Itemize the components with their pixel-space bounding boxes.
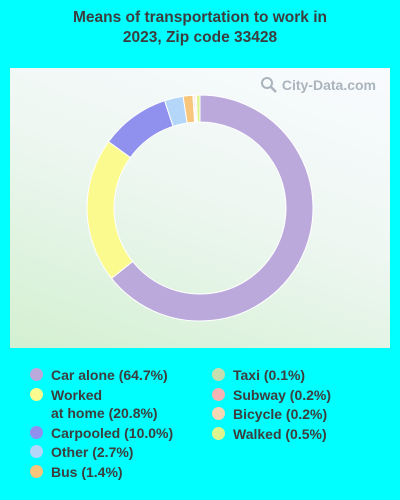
legend-label-worked-at-home: Worked at home (20.8%) bbox=[51, 386, 158, 421]
legend-item-taxi: Taxi (0.1%) bbox=[212, 366, 305, 384]
legend-item-bus: Bus (1.4%) bbox=[30, 463, 123, 481]
legend-label-carpooled: Carpooled (10.0%) bbox=[51, 424, 174, 441]
slice-worked-at-home bbox=[86, 140, 134, 279]
legend-label-subway: Subway (0.2%) bbox=[233, 386, 332, 403]
legend-label-other: Other (2.7%) bbox=[51, 444, 134, 460]
legend: Car alone (64.7%) Worked at home (20.8%) C… bbox=[0, 366, 400, 486]
legend-swatch-other bbox=[30, 445, 43, 458]
legend-swatch-bus bbox=[30, 464, 43, 478]
legend-label-bicycle: Bicycle (0.2%) bbox=[233, 406, 328, 422]
legend-swatch-worked-at-home bbox=[30, 387, 43, 401]
legend-label-taxi: Taxi (0.1%) bbox=[233, 367, 306, 383]
slice-walked bbox=[195, 94, 201, 123]
legend-swatch-bicycle bbox=[212, 407, 225, 420]
watermark-text: City-Data.com bbox=[281, 77, 376, 93]
slice-carpooled bbox=[107, 100, 174, 159]
legend-item-walked: Walked (0.5%) bbox=[212, 425, 327, 443]
legend-label-walked: Walked (0.5%) bbox=[233, 425, 327, 442]
legend-item-worked-at-home: Worked at home (20.8%) bbox=[30, 386, 158, 422]
legend-swatch-walked bbox=[212, 426, 225, 440]
legend-item-other: Other (2.7%) bbox=[30, 443, 133, 461]
donut-chart bbox=[86, 94, 314, 322]
slice-car-alone bbox=[110, 94, 314, 322]
magnifier-icon bbox=[260, 77, 277, 93]
plot-area: City-Data.com bbox=[10, 68, 390, 348]
legend-swatch-car-alone bbox=[30, 368, 43, 381]
legend-item-car-alone: Car alone (64.7%) bbox=[30, 366, 168, 384]
legend-label-car-alone: Car alone (64.7%) bbox=[51, 367, 168, 383]
legend-item-carpooled: Carpooled (10.0%) bbox=[30, 424, 173, 442]
legend-label-bus: Bus (1.4%) bbox=[51, 463, 123, 480]
chart-title-line-1: Means of transportation to work in bbox=[72, 9, 328, 26]
legend-swatch-carpooled bbox=[30, 425, 43, 439]
legend-item-subway: Subway (0.2%) bbox=[212, 386, 331, 404]
legend-swatch-taxi bbox=[212, 368, 225, 381]
chart-title: Means of transportation to work in 2023,… bbox=[0, 8, 400, 48]
legend-swatch-subway bbox=[212, 387, 225, 401]
watermark: City-Data.com bbox=[260, 76, 376, 94]
legend-item-bicycle: Bicycle (0.2%) bbox=[212, 405, 327, 423]
chart-title-line-2: 2023, Zip code 33428 bbox=[122, 29, 278, 46]
